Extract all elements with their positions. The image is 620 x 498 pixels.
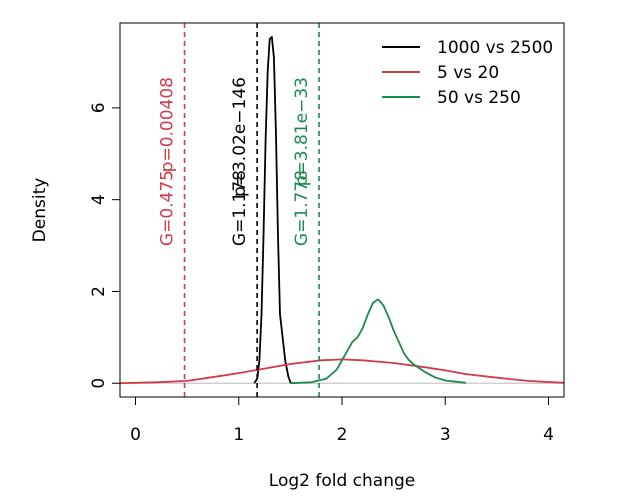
y-tick-label-0: 0 (89, 378, 109, 389)
y-tick-label-2: 4 (89, 194, 109, 205)
x-axis-label: Log2 fold change (269, 471, 415, 491)
x-tick-label-0: 0 (130, 425, 141, 445)
x-tick-label-3: 3 (440, 425, 451, 445)
y-tick-label-3: 6 (89, 102, 109, 113)
p-label-2: p=3.81e−33 (292, 77, 312, 186)
p-label-1: p=3.02e−146 (230, 77, 250, 197)
legend-label-1: 5 vs 20 (437, 63, 499, 83)
y-axis-label: Density (30, 178, 50, 243)
series-line-1 (119, 358, 565, 385)
series-layer (119, 35, 565, 385)
x-tick-label-4: 4 (543, 425, 554, 445)
legend: 1000 vs 2500 5 vs 20 50 vs 250 (382, 38, 553, 108)
series-line-0 (253, 35, 293, 385)
x-axis: 0 1 2 3 4 (130, 396, 554, 445)
legend-label-0: 1000 vs 2500 (437, 38, 553, 58)
p-label-0: p=0.00408 (158, 77, 178, 172)
g-label-1: G=1.178 (230, 170, 250, 246)
g-label-0: G=0.475 (158, 170, 178, 246)
x-tick-label-1: 1 (233, 425, 244, 445)
series-line-2 (290, 298, 466, 385)
y-axis: 0 2 4 6 (89, 102, 121, 389)
x-tick-label-2: 2 (337, 425, 348, 445)
g-label-2: G=1.778 (292, 170, 312, 246)
y-tick-label-1: 2 (89, 286, 109, 297)
legend-label-2: 50 vs 250 (437, 88, 521, 108)
